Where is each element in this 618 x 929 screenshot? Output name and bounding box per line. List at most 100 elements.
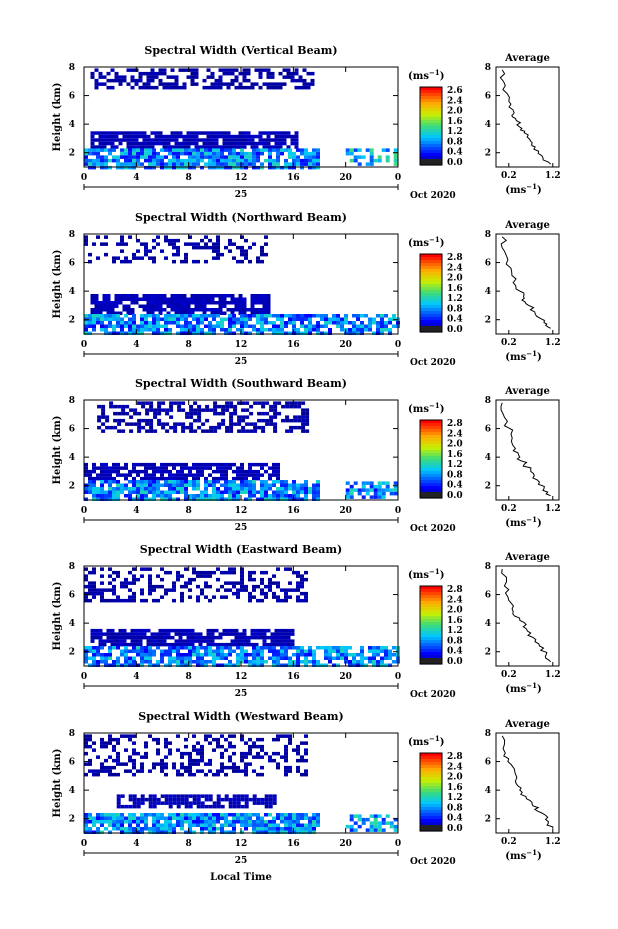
heatmap-cell xyxy=(224,245,228,250)
heatmap-cell xyxy=(138,632,143,636)
heatmap-cell xyxy=(193,401,198,405)
x-tick-label: 0 xyxy=(395,672,401,682)
colorbar-tick-label: 1.6 xyxy=(447,450,463,460)
heatmap-cell xyxy=(92,242,96,246)
heatmap-cell xyxy=(296,314,300,318)
heatmap-cell xyxy=(292,497,296,501)
heatmap-cell xyxy=(152,490,156,494)
colorbar-segment xyxy=(420,619,442,623)
heatmap-cell xyxy=(348,663,352,667)
heatmap-cell xyxy=(104,741,108,745)
avg-y-tick-label: 6 xyxy=(485,92,491,102)
heatmap-cell xyxy=(236,595,240,599)
heatmap-cell xyxy=(116,487,120,491)
heatmap-cell xyxy=(109,404,114,409)
heatmap-cell xyxy=(292,483,296,487)
heatmap-cell xyxy=(252,830,256,834)
heatmap-cell xyxy=(256,473,260,477)
heatmap-cell xyxy=(108,480,112,484)
heatmap-cell xyxy=(300,148,304,152)
heatmap-cell xyxy=(96,813,100,817)
heatmap-cell xyxy=(286,134,291,139)
heatmap-cell xyxy=(289,404,294,409)
heatmap-cell xyxy=(110,311,115,315)
heatmap-cell xyxy=(232,256,236,260)
heatmap-cell xyxy=(110,145,115,149)
heatmap-cell xyxy=(100,646,104,650)
heatmap-cell xyxy=(132,466,136,470)
heatmap-cell xyxy=(344,656,348,660)
heatmap-cell xyxy=(180,473,184,477)
heatmap-cell xyxy=(332,317,336,321)
heatmap-cell xyxy=(216,462,220,467)
heatmap-cell xyxy=(172,238,176,243)
x-tick-label: 0 xyxy=(81,340,87,350)
heatmap-cell xyxy=(288,769,292,773)
heatmap-cell xyxy=(204,646,208,650)
heatmap-cell xyxy=(368,656,372,660)
heatmap-cell xyxy=(284,497,288,501)
heatmap-cell xyxy=(142,141,147,146)
colorbar-segment xyxy=(420,765,442,769)
heatmap-cell xyxy=(210,71,215,76)
heatmap-cell xyxy=(324,317,328,321)
heatmap-cell xyxy=(264,570,268,575)
heatmap-cell xyxy=(222,642,227,647)
heatmap-cell xyxy=(112,314,116,318)
heatmap-cell xyxy=(240,660,244,664)
heatmap-cell xyxy=(332,321,336,325)
heatmap-cell xyxy=(214,145,219,149)
heatmap-cell xyxy=(156,466,160,470)
heatmap-cell xyxy=(278,82,283,86)
heatmap-cell xyxy=(270,642,275,647)
heatmap-cell xyxy=(172,321,176,325)
heatmap-cell xyxy=(208,480,212,484)
heatmap-cell xyxy=(184,801,189,805)
heatmap-cell xyxy=(125,422,130,426)
heatmap-cell xyxy=(198,639,203,643)
heatmap-cell xyxy=(150,68,155,72)
heatmap-cell xyxy=(190,642,195,647)
heatmap-cell xyxy=(172,466,176,470)
heatmap-cell xyxy=(212,317,216,321)
heatmap-cell xyxy=(184,256,188,260)
heatmap-cell xyxy=(158,78,163,83)
heatmap-cell xyxy=(360,321,364,325)
heatmap-cell xyxy=(274,628,279,633)
heatmap-cell xyxy=(357,148,362,152)
heatmap-cell xyxy=(90,131,95,135)
heatmap-cell xyxy=(230,82,235,86)
heatmap-cell xyxy=(220,663,224,667)
heatmap-cell xyxy=(241,418,246,423)
heatmap-cell xyxy=(176,649,180,653)
heatmap-cell xyxy=(188,577,192,582)
heatmap-cell xyxy=(118,82,123,86)
heatmap-cell xyxy=(186,134,191,139)
heatmap-cell xyxy=(252,741,256,745)
heatmap-cell xyxy=(142,145,147,149)
heatmap-cell xyxy=(213,404,218,409)
heatmap-cell xyxy=(160,324,164,328)
heatmap-cell xyxy=(100,762,104,766)
heatmap-cell xyxy=(216,480,220,484)
heatmap-cell xyxy=(242,304,247,308)
heatmap-cell xyxy=(204,574,208,578)
heatmap-cell xyxy=(154,308,159,312)
heatmap-cell xyxy=(184,751,188,756)
heatmap-cell xyxy=(284,314,288,318)
heatmap-cell xyxy=(256,755,260,759)
colorbar-segment xyxy=(420,141,442,145)
heatmap-cell xyxy=(108,772,112,777)
heatmap-cell xyxy=(320,314,324,318)
colorbar-segment xyxy=(420,459,442,463)
heatmap-cell xyxy=(188,497,192,501)
heatmap-cell xyxy=(252,328,256,332)
heatmap-cell xyxy=(238,145,243,149)
heatmap-cell xyxy=(124,804,129,809)
heatmap-cell xyxy=(174,632,179,636)
heatmap-cell xyxy=(204,663,208,667)
heatmap-cell xyxy=(180,483,184,487)
heatmap-cell xyxy=(244,314,248,318)
heatmap-cell xyxy=(138,141,143,146)
heatmap-cell xyxy=(288,148,292,152)
